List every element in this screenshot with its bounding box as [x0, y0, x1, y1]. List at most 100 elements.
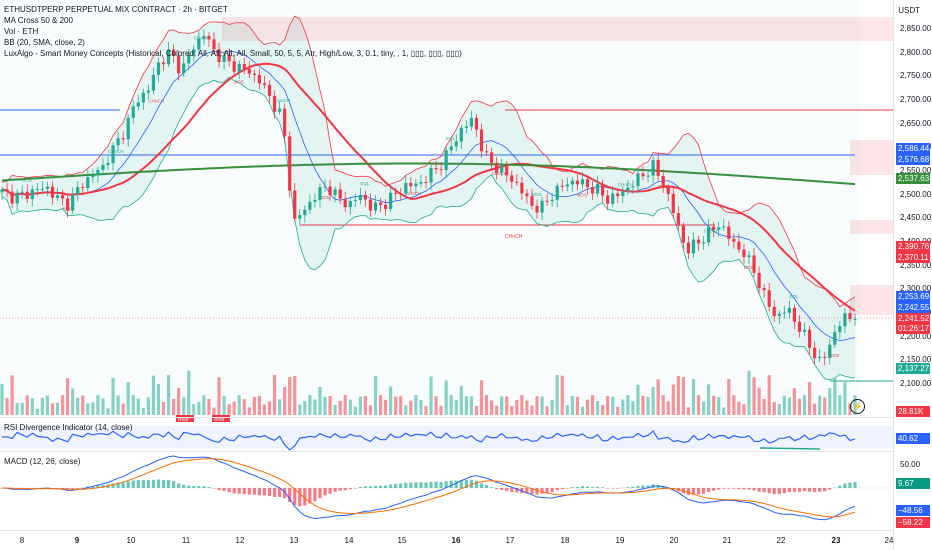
volume-bar [540, 396, 544, 415]
volume-bar [606, 396, 610, 415]
legend-bb[interactable]: BB (20, SMA, close, 2) [4, 38, 85, 47]
volume-bar [752, 377, 756, 415]
candle-body [35, 188, 39, 190]
currency-label[interactable]: USDT [898, 6, 920, 15]
macd-hist-bar [257, 488, 262, 496]
macd-hist-bar [267, 488, 272, 496]
macd-hist-bar [212, 488, 216, 489]
smc-structure-label: CHoCH [108, 149, 124, 154]
candle-body [787, 307, 791, 313]
volume-bar [585, 399, 590, 415]
candle-body [161, 62, 166, 65]
volume-bar [797, 398, 802, 415]
macd-hist-bar [772, 488, 776, 495]
legend-smc[interactable]: LuxAlgo - Smart Money Concepts (Historic… [4, 49, 462, 58]
macd-hist-bar [30, 488, 34, 489]
volume-bar [237, 395, 241, 415]
volume-bar [101, 398, 105, 415]
choch-break-label: CHoCH [505, 234, 523, 240]
legend-ma-cross[interactable]: MA Cross 50 & 200 [4, 16, 73, 25]
candle-body [757, 272, 761, 289]
candle-body [434, 167, 438, 170]
price-chart[interactable]: CHoCH BOS BOS CHoCH CHoCH CHoCH BOS CHoCH BOS EQ… [0, 0, 893, 530]
candle-body [207, 35, 211, 40]
macd-hist-bar [242, 488, 246, 495]
candle-body [71, 194, 75, 211]
candle-body [737, 241, 741, 250]
macd-line-tag: −48.56 [896, 505, 930, 516]
volume-tag: 28.81K [896, 406, 930, 417]
volume-bar [520, 395, 524, 415]
macd-hist-bar [333, 488, 337, 492]
ma50-line [1, 62, 856, 312]
candle-body [505, 166, 509, 176]
volume-bar [515, 400, 519, 415]
volume-bar [156, 383, 161, 415]
volume-bar [131, 395, 135, 415]
volume-bar [60, 395, 65, 415]
macd-hist-bar [782, 488, 786, 494]
pane-separator-macd[interactable] [0, 451, 893, 452]
lightning-icon[interactable]: ⚡ [850, 399, 865, 414]
volume-bar [792, 387, 797, 415]
macd-hist-bar [81, 487, 85, 489]
price-tick: 2,500.00 [900, 189, 932, 199]
macd-hist-bar [298, 488, 302, 507]
candle-body [172, 49, 176, 56]
pane-separator-rsi[interactable] [0, 417, 893, 418]
volume-bar [590, 395, 595, 415]
macd-hist-bar [580, 486, 585, 488]
volume-bar [722, 407, 726, 415]
candle-body [601, 184, 605, 196]
volume-bar [252, 397, 256, 415]
candle-body [232, 61, 236, 72]
candle-body [394, 192, 398, 194]
macd-hist-bar [818, 488, 822, 492]
macd-hist-bar [545, 488, 549, 493]
macd-hist-bar [459, 479, 463, 488]
volume-bar [363, 396, 368, 415]
candle-body [237, 64, 241, 72]
macd-hist-bar [353, 488, 357, 489]
volume-bar [474, 405, 479, 415]
rsi-title[interactable]: RSI Divergence Indicator (14, close) [4, 423, 133, 432]
volume-bar [96, 395, 100, 415]
volume-bar [15, 403, 19, 415]
volume-bar [172, 398, 176, 415]
candle-body [15, 192, 19, 204]
macd-hist-bar [787, 488, 791, 493]
volume-bar [409, 400, 413, 415]
volume-bar [116, 395, 120, 415]
volume-bar [459, 385, 463, 415]
symbol-title[interactable]: ETHUSDTPERP PERPETUAL MIX CONTRACT · 2h … [4, 5, 228, 14]
candle-body [444, 150, 448, 171]
macd-axis-tick: 50.00 [900, 460, 921, 469]
volume-bar [828, 388, 832, 415]
macd-hist-bar [313, 488, 317, 502]
macd-hist-bar [227, 488, 231, 493]
volume-bar [500, 396, 504, 415]
candle-body [797, 321, 802, 332]
smc-structure-label: CHoCH [194, 36, 210, 41]
volume-bar [767, 375, 771, 415]
candle-body [166, 49, 171, 65]
macd-hist-bar [222, 488, 226, 492]
candle-body [25, 191, 29, 199]
smc-structure-label: BOS [744, 265, 754, 270]
macd-hist-bar [752, 488, 756, 491]
volume-bar [727, 379, 731, 415]
candle-body [20, 191, 24, 193]
macd-hist-bar [626, 487, 630, 488]
volume-bar [373, 375, 378, 415]
candle-body [0, 189, 4, 193]
time-tick: 14 [344, 536, 354, 545]
macd-title[interactable]: MACD (12, 26, close) [4, 457, 81, 466]
price-axis[interactable] [893, 0, 932, 550]
bear-label-text-1: Bear [178, 417, 189, 423]
macd-hist-bar [797, 488, 802, 492]
macd-hist-bar [505, 488, 509, 492]
macd-hist-bar [409, 482, 413, 488]
legend-volume[interactable]: Vol · ETH [4, 27, 39, 36]
volume-bar [838, 395, 842, 415]
candle-body [823, 356, 827, 358]
